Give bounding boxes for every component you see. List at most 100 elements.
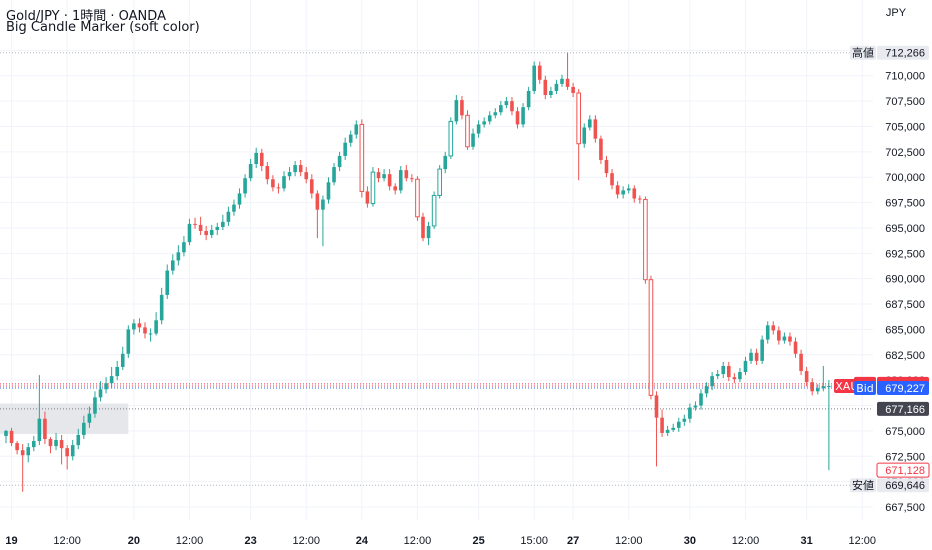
candle-body (493, 112, 498, 116)
candle-body (70, 445, 75, 457)
candle-body (226, 211, 231, 222)
candle-body (599, 138, 603, 160)
candle-body (471, 133, 475, 147)
candle-body (821, 386, 826, 389)
candle-body (259, 152, 264, 167)
x-tick-label: 30 (684, 535, 696, 547)
bid-tag-label-box (854, 381, 876, 396)
candle-body (738, 372, 742, 380)
candle-body (621, 190, 625, 195)
candle-body (248, 164, 253, 179)
candle-body (699, 393, 703, 406)
bid-tag-box (877, 381, 929, 396)
candle-body (799, 353, 803, 372)
candle-body (682, 418, 687, 422)
indicator-name[interactable]: Big Candle Marker (soft color) (6, 20, 200, 35)
candle-body (193, 223, 197, 225)
candle-body (271, 179, 275, 188)
candle-body (676, 421, 681, 428)
candle-body (43, 418, 47, 440)
bid-tag-label: Bid (856, 382, 874, 395)
candle-body (465, 114, 470, 148)
y-tick-label: 697,500 (885, 198, 925, 210)
candle-body (315, 193, 320, 210)
candle-body (654, 395, 659, 418)
candle-body (431, 194, 437, 227)
candle-body (221, 221, 225, 227)
y-tick-label: 707,500 (885, 96, 925, 108)
candle-body (382, 174, 386, 179)
candles (4, 52, 831, 492)
candle-body (398, 170, 403, 191)
candle-body (648, 279, 654, 396)
candle-body (376, 172, 381, 179)
candle-body (732, 377, 737, 380)
candle-low-tag-value: 671,128 (885, 465, 925, 477)
candle-body (565, 78, 570, 87)
candle-body (282, 176, 286, 189)
candle-body (254, 152, 258, 165)
level-tag-box (877, 401, 929, 416)
price-tags: 高値712,266Ask679,632XAUJPY679,430Bid679,2… (834, 45, 930, 493)
high-marker-label: 高値 (852, 46, 874, 60)
x-tick-label: 19 (5, 535, 17, 547)
candle-body (287, 172, 292, 177)
bid-tag-value: 679,227 (885, 383, 925, 395)
x-tick-label: 12:00 (848, 535, 876, 547)
candle-body (810, 382, 814, 392)
x-tick-label: 12:00 (176, 535, 204, 547)
candle-body (543, 79, 548, 96)
candle-body (115, 366, 119, 377)
candle-body (126, 329, 131, 354)
x-tick-label: 12:00 (292, 535, 320, 547)
candle-body (4, 430, 8, 436)
y-tick-label: 675,000 (885, 426, 925, 438)
candle-body (626, 188, 631, 191)
y-tick-label: 692,500 (885, 248, 925, 260)
candle-body (87, 413, 92, 423)
candle-body (326, 182, 331, 200)
candle-body (321, 199, 325, 210)
candle-body (265, 166, 270, 180)
candle-body (293, 165, 297, 173)
candle-body (571, 86, 575, 93)
candle-body (20, 450, 25, 456)
candle-body (487, 115, 492, 122)
candle-body (415, 178, 420, 218)
candle-body (65, 448, 69, 457)
candle-body (421, 216, 425, 239)
candle-body (137, 323, 142, 328)
candle-body (337, 155, 342, 168)
x-tick-label: 12:00 (732, 535, 760, 547)
chart-title[interactable]: Gold/JPY · 1時間 · OANDA (6, 9, 166, 24)
candle-body (804, 371, 809, 383)
candle-body (760, 339, 764, 361)
time-axis[interactable]: 19 12:00 20 12:00 23 12:00 24 12:00 25 15:00 27 12:… (5, 535, 876, 547)
candle-body (148, 333, 153, 335)
candle-body (165, 270, 170, 295)
x-tick-label: 25 (472, 535, 484, 547)
big-candle-boxes (0, 403, 129, 434)
y-tick-label: 687,500 (885, 299, 925, 311)
y-tick-label: 672,500 (885, 451, 925, 463)
candle-body (660, 417, 664, 433)
candle-body (243, 178, 247, 194)
y-tick-label: 667,500 (885, 502, 925, 514)
candle-body (37, 418, 42, 442)
candle-body (554, 83, 559, 91)
candle-body (771, 325, 776, 331)
candle-body (765, 325, 770, 340)
x-tick-label: 12:00 (615, 535, 643, 547)
candle-body (437, 168, 442, 196)
candle-body (443, 155, 448, 170)
candle-body (610, 173, 614, 186)
candle-body (576, 92, 581, 145)
candle-body (209, 229, 214, 236)
candle-body (332, 167, 336, 183)
candle-body (348, 134, 353, 143)
candle-body (448, 120, 454, 157)
candle-body (154, 320, 158, 334)
candle-body (304, 172, 309, 180)
candle-body (410, 178, 414, 180)
